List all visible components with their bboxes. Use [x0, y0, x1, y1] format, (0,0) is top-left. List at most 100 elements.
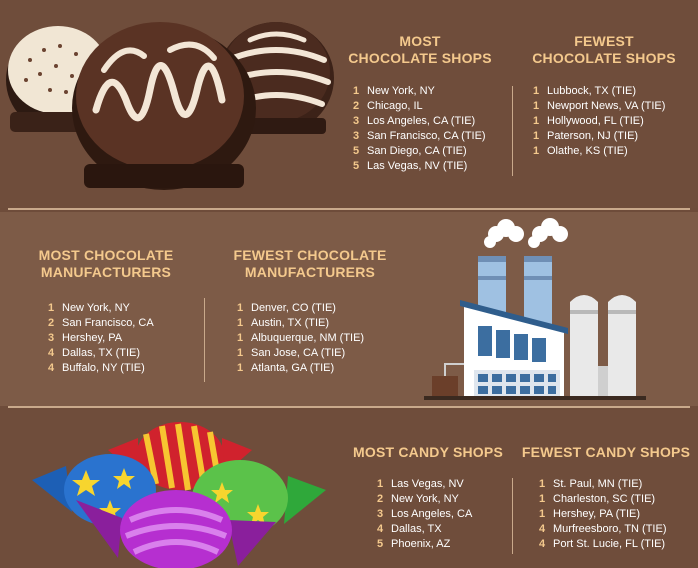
city-name: San Diego, CA (TIE) — [367, 145, 467, 157]
city-name: Las Vegas, NV — [391, 478, 464, 490]
list-item: 1 Charleston, SC (TIE) — [539, 492, 667, 507]
list-item: 5 Phoenix, AZ — [377, 537, 472, 552]
heading-line: MANUFACTURERS — [244, 264, 376, 280]
city-name: Murfreesboro, TN (TIE) — [553, 523, 667, 535]
heading-line: MANUFACTURERS — [40, 264, 172, 280]
city-name: New York, NY — [391, 493, 459, 505]
list-item: 2 San Francisco, CA — [48, 316, 154, 331]
rank-number: 1 — [353, 85, 360, 97]
rank-number: 2 — [377, 493, 384, 505]
city-name: Port St. Lucie, FL (TIE) — [553, 538, 666, 550]
list-item: 5 San Diego, CA (TIE) — [353, 144, 486, 159]
rank-number: 1 — [237, 332, 244, 344]
column-divider — [512, 478, 513, 554]
rank-number: 2 — [353, 100, 360, 112]
city-name: Paterson, NJ (TIE) — [547, 130, 639, 142]
fewest-chocolate-shops-list: 1 Lubbock, TX (TIE) 1 Newport News, VA (TIE… — [533, 84, 665, 159]
rank-number: 1 — [533, 85, 540, 97]
list-item: 4 Dallas, TX (TIE) — [48, 346, 154, 361]
list-item: 1 Albuquerque, NM (TIE) — [237, 331, 364, 346]
list-item: 3 Hershey, PA — [48, 331, 154, 346]
city-name: Los Angeles, CA (TIE) — [367, 115, 476, 127]
heading-line: MOST CHOCOLATE — [38, 247, 174, 263]
wrapped-candies-icon — [32, 422, 326, 568]
rank-number: 5 — [353, 160, 360, 172]
rank-number: 4 — [539, 538, 546, 550]
rank-number: 4 — [48, 362, 55, 374]
city-name: Charleston, SC (TIE) — [553, 493, 656, 505]
city-name: Denver, CO (TIE) — [251, 302, 336, 314]
list-item: 1 New York, NY — [353, 84, 486, 99]
heading-line: MOST CANDY SHOPS — [353, 444, 503, 460]
rank-number: 1 — [539, 478, 546, 490]
rank-number: 1 — [539, 508, 546, 520]
list-item: 1 San Jose, CA (TIE) — [237, 346, 364, 361]
list-item: 1 New York, NY — [48, 301, 154, 316]
heading-line: MOST — [399, 33, 441, 49]
rank-number: 5 — [353, 145, 360, 157]
list-item: 1 Atlanta, GA (TIE) — [237, 361, 364, 376]
rank-number: 2 — [48, 317, 55, 329]
list-item: 5 Las Vegas, NV (TIE) — [353, 159, 486, 174]
list-item: 3 Los Angeles, CA — [377, 507, 472, 522]
list-item: 1 Hershey, PA (TIE) — [539, 507, 667, 522]
rank-number: 1 — [237, 317, 244, 329]
list-item: 4 Port St. Lucie, FL (TIE) — [539, 537, 667, 552]
city-name: Atlanta, GA (TIE) — [251, 362, 335, 374]
most-manufacturers-heading: MOST CHOCOLATE MANUFACTURERS — [22, 247, 190, 281]
city-name: New York, NY — [62, 302, 130, 314]
list-item: 1 Austin, TX (TIE) — [237, 316, 364, 331]
list-item: 1 Las Vegas, NV — [377, 477, 472, 492]
rank-number: 1 — [533, 100, 540, 112]
city-name: Las Vegas, NV (TIE) — [367, 160, 468, 172]
fewest-candy-shops-heading: FEWEST CANDY SHOPS — [518, 444, 694, 461]
fewest-manufacturers-list: 1 Denver, CO (TIE) 1 Austin, TX (TIE) 1 Albuq… — [237, 301, 364, 376]
rank-number: 3 — [353, 115, 360, 127]
fewest-chocolate-shops-heading: FEWEST CHOCOLATE SHOPS — [526, 33, 682, 67]
rank-number: 1 — [237, 347, 244, 359]
city-name: Olathe, KS (TIE) — [547, 145, 628, 157]
heading-line: CHOCOLATE SHOPS — [348, 50, 492, 66]
most-manufacturers-list: 1 New York, NY 2 San Francisco, CA 3 Hershey,… — [48, 301, 154, 376]
city-name: San Jose, CA (TIE) — [251, 347, 346, 359]
list-item: 1 Lubbock, TX (TIE) — [533, 84, 665, 99]
list-item: 3 San Francisco, CA (TIE) — [353, 129, 486, 144]
rank-number: 3 — [48, 332, 55, 344]
list-item: 1 Newport News, VA (TIE) — [533, 99, 665, 114]
city-name: Phoenix, AZ — [391, 538, 451, 550]
fewest-manufacturers-heading: FEWEST CHOCOLATE MANUFACTURERS — [220, 247, 400, 281]
rank-number: 1 — [237, 362, 244, 374]
city-name: Dallas, TX (TIE) — [62, 347, 141, 359]
list-item: 4 Murfreesboro, TN (TIE) — [539, 522, 667, 537]
rank-number: 3 — [353, 130, 360, 142]
city-name: San Francisco, CA (TIE) — [367, 130, 486, 142]
list-item: 4 Dallas, TX — [377, 522, 472, 537]
column-divider — [204, 298, 205, 382]
heading-line: CHOCOLATE SHOPS — [532, 50, 676, 66]
most-candy-shops-list: 1 Las Vegas, NV 2 New York, NY 3 Los Angeles,… — [377, 477, 472, 552]
list-item: 1 Denver, CO (TIE) — [237, 301, 364, 316]
city-name: New York, NY — [367, 85, 435, 97]
city-name: St. Paul, MN (TIE) — [553, 478, 643, 490]
rank-number: 1 — [48, 302, 55, 314]
heading-line: FEWEST CHOCOLATE — [233, 247, 387, 263]
rank-number: 1 — [533, 115, 540, 127]
rank-number: 1 — [533, 145, 540, 157]
list-item: 3 Los Angeles, CA (TIE) — [353, 114, 486, 129]
most-candy-shops-heading: MOST CANDY SHOPS — [348, 444, 508, 461]
rank-number: 1 — [533, 130, 540, 142]
rank-number: 4 — [48, 347, 55, 359]
heading-line: FEWEST — [574, 33, 634, 49]
city-name: Austin, TX (TIE) — [251, 317, 330, 329]
chocolate-truffles-icon — [6, 22, 334, 190]
list-item: 2 New York, NY — [377, 492, 472, 507]
rank-number: 4 — [539, 523, 546, 535]
factory-icon — [424, 218, 646, 400]
rank-number: 1 — [377, 478, 384, 490]
city-name: San Francisco, CA — [62, 317, 154, 329]
city-name: Buffalo, NY (TIE) — [62, 362, 145, 374]
city-name: Hershey, PA — [62, 332, 123, 344]
rank-number: 5 — [377, 538, 384, 550]
city-name: Lubbock, TX (TIE) — [547, 85, 637, 97]
city-name: Chicago, IL — [367, 100, 423, 112]
